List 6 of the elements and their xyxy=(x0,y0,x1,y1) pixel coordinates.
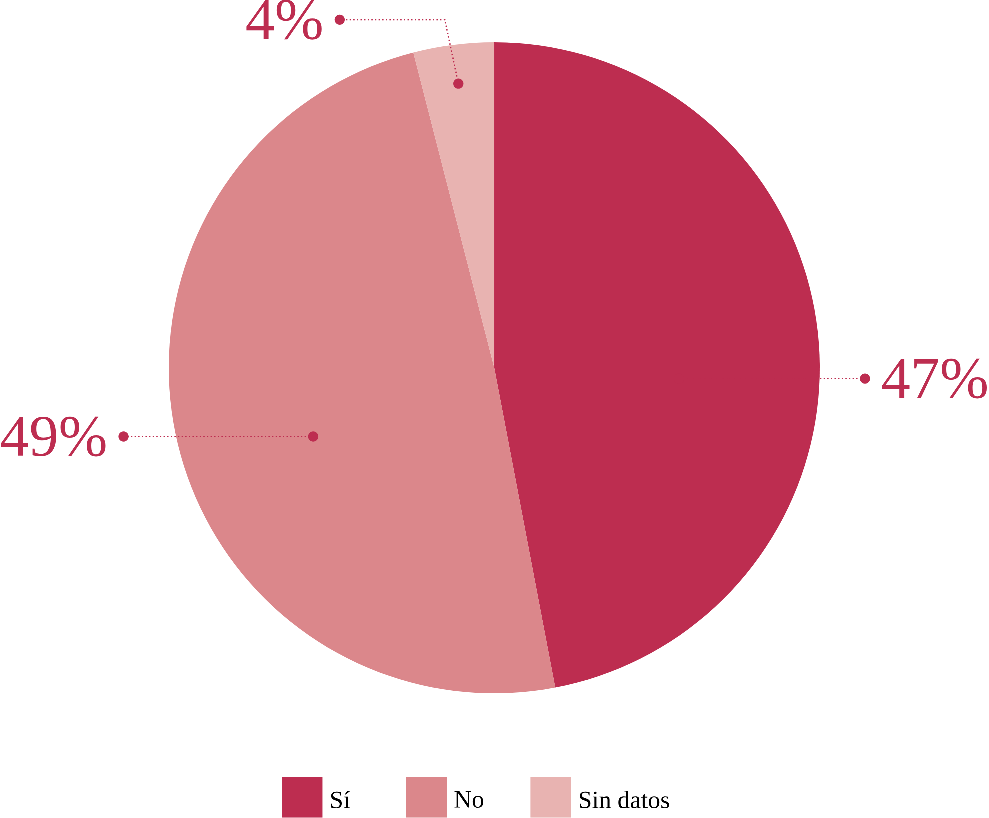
data-label: 4% xyxy=(246,0,322,40)
legend-label: No xyxy=(454,792,484,808)
data-label: 47% xyxy=(882,358,988,399)
legend-label: Sí xyxy=(331,791,350,809)
data-label: 49% xyxy=(1,416,106,457)
legend-label: Sin datos xyxy=(580,791,670,809)
